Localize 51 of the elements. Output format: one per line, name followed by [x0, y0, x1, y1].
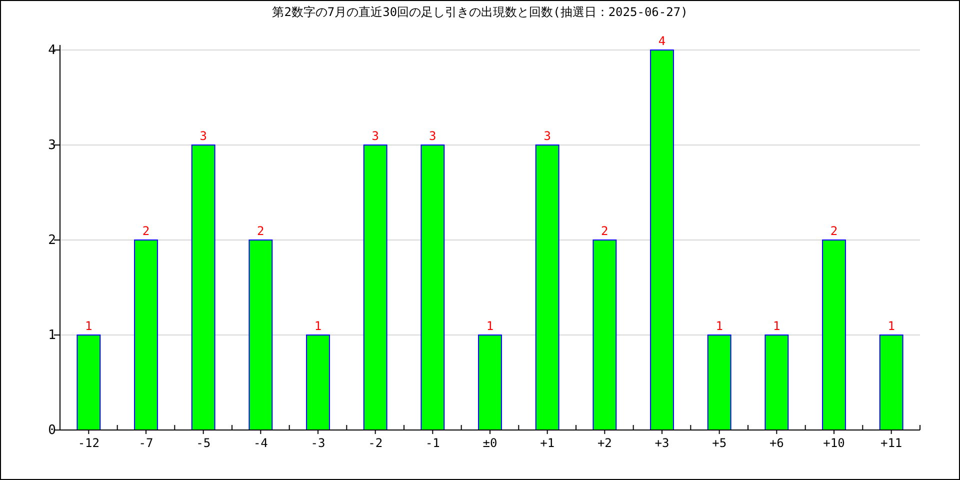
x-tick-label: +5 [712, 436, 727, 450]
bar [420, 144, 445, 430]
data-label: 2 [142, 224, 150, 238]
x-tick-label: +2 [597, 436, 612, 450]
y-tick-label: 2 [48, 233, 56, 248]
x-tick-label: ±0 [482, 436, 498, 450]
data-label: 3 [544, 129, 551, 143]
data-label: 3 [372, 129, 379, 143]
data-label: 1 [314, 319, 322, 333]
bar [478, 334, 502, 430]
data-label: 1 [773, 319, 780, 333]
bar [764, 334, 789, 430]
y-tick-label: 4 [48, 43, 56, 58]
data-label: 1 [486, 319, 494, 333]
x-tick-label: -1 [425, 436, 440, 450]
y-tick-label: 3 [48, 138, 56, 153]
bar [650, 50, 674, 430]
bar [707, 334, 732, 430]
x-tick-label: -12 [78, 436, 100, 450]
bar [822, 240, 846, 430]
x-tick-label: +6 [769, 436, 784, 450]
data-label: 2 [257, 224, 264, 238]
bar [248, 240, 273, 430]
bar [191, 144, 216, 430]
bar [535, 144, 560, 430]
data-label: 3 [200, 129, 207, 143]
y-tick-label: 1 [48, 328, 56, 343]
x-tick-label: -3 [310, 436, 326, 450]
data-label: 4 [658, 34, 666, 48]
data-label: 1 [716, 319, 723, 333]
bar [879, 334, 904, 430]
x-tick-label: +10 [823, 436, 845, 450]
bar [134, 240, 158, 430]
data-label: 1 [85, 319, 92, 333]
x-tick-label: -7 [138, 436, 154, 450]
bar [592, 240, 617, 430]
bar [76, 334, 101, 430]
bar [363, 144, 388, 430]
x-tick-label: -2 [368, 436, 383, 450]
x-tick-label: +1 [540, 436, 555, 450]
data-label: 2 [830, 224, 838, 238]
x-tick-label: +11 [880, 436, 902, 450]
data-label: 2 [601, 224, 608, 238]
x-tick-label: +3 [654, 436, 670, 450]
x-tick-label: -5 [196, 436, 211, 450]
bar [306, 334, 330, 430]
chart-title: 第2数字の7月の直近30回の足し引きの出現数と回数(抽選日：2025-06-27) [272, 5, 688, 19]
x-tick-label: -4 [253, 436, 268, 450]
y-tick-label: 0 [48, 423, 56, 438]
data-label: 1 [888, 319, 895, 333]
data-label: 3 [429, 129, 436, 143]
